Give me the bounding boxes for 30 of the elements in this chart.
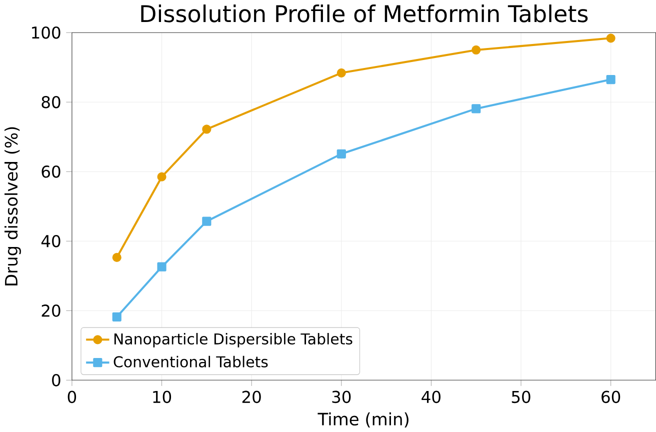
chart-title: Dissolution Profile of Metformin Tablets: [141, 4, 588, 22]
legend-label: Conventional Tablets: [114, 356, 268, 368]
x-tick-label: 10: [153, 390, 172, 404]
point: [157, 262, 166, 272]
y-tick-label: 80: [42, 96, 60, 108]
y-tick-label: 60: [42, 165, 60, 178]
point: [157, 172, 166, 182]
y-tick-label: 0: [52, 374, 60, 386]
point: [202, 216, 212, 226]
point: [472, 45, 481, 55]
y-tick-label: 100: [32, 26, 60, 39]
point: [202, 124, 212, 134]
x-tick-label: 0: [68, 390, 76, 404]
y-tick-label: 40: [41, 234, 60, 248]
legend-label: Nanoparticle Dispersible Tablets: [114, 332, 352, 348]
point: [336, 68, 346, 78]
x-tick-label: 60: [602, 390, 620, 404]
y-tick-label: 20: [42, 304, 60, 317]
point: [606, 74, 616, 84]
x-tick-label: 50: [512, 390, 530, 404]
x-tick-label: 30: [332, 390, 351, 404]
x-tick-label: 20: [242, 390, 261, 404]
point: [472, 104, 481, 114]
point: [112, 252, 122, 262]
point: [336, 149, 346, 158]
x-tick-label: 40: [422, 390, 440, 404]
point: [112, 312, 122, 322]
x-axis-title: Time (min): [318, 412, 408, 428]
y-axis-title: Drug dissolved (%): [4, 127, 21, 286]
point: [606, 34, 616, 43]
